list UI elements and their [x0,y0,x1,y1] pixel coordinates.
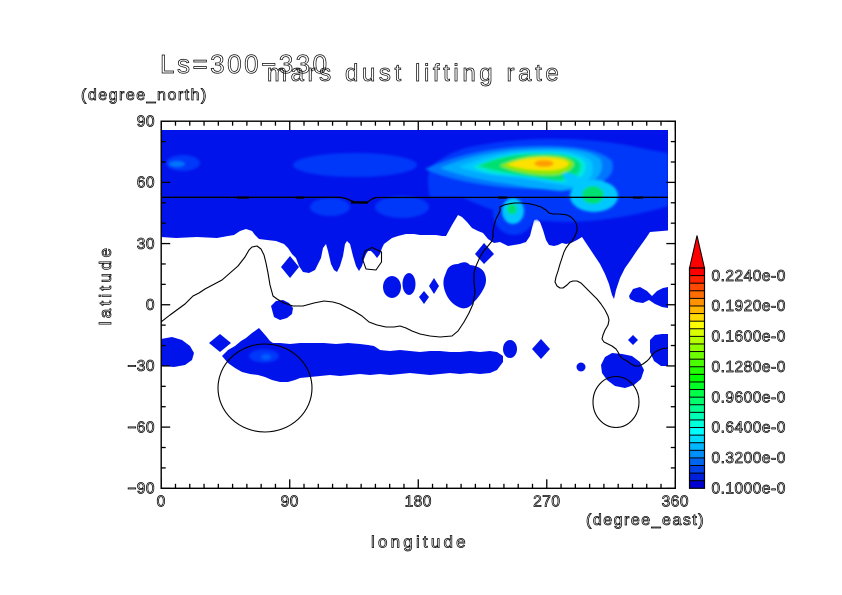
svg-text:0.2240e-0: 0.2240e-0 [712,268,786,285]
svg-text:−60: −60 [127,419,155,436]
svg-text:0.1000e-0: 0.1000e-0 [712,481,786,498]
svg-text:90: 90 [137,113,155,130]
svg-text:0: 0 [146,297,155,314]
svg-text:Ls=300−330: Ls=300−330 [160,49,330,79]
svg-text:mars dust lifting rate: mars dust lifting rate [267,60,562,87]
svg-text:90: 90 [281,494,299,511]
svg-text:0.1280e-0: 0.1280e-0 [712,359,786,376]
svg-text:−30: −30 [127,358,155,375]
svg-text:360: 360 [662,494,689,511]
svg-text:−90: −90 [127,481,155,498]
svg-text:0.9600e-0: 0.9600e-0 [712,389,786,406]
svg-text:0.1600e-0: 0.1600e-0 [712,329,786,346]
svg-text:(degree_east): (degree_east) [586,512,705,529]
svg-text:(degree_north): (degree_north) [81,87,208,104]
svg-text:60: 60 [137,175,155,192]
svg-text:180: 180 [405,494,432,511]
svg-text:30: 30 [137,236,155,253]
svg-text:0.6400e-0: 0.6400e-0 [712,420,786,437]
svg-text:longitude: longitude [371,533,469,552]
svg-text:0.1920e-0: 0.1920e-0 [712,298,786,315]
svg-text:latitude: latitude [96,245,115,325]
svg-text:0.3200e-0: 0.3200e-0 [712,450,786,467]
svg-text:0: 0 [157,494,166,511]
svg-text:270: 270 [533,494,560,511]
